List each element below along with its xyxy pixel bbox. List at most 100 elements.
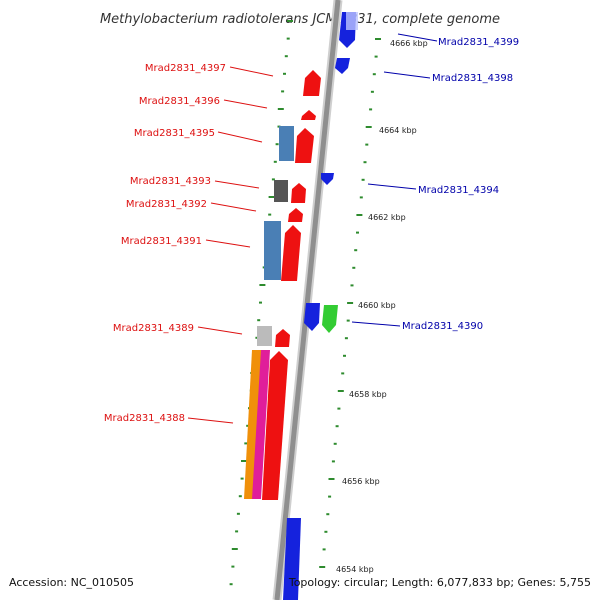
feature-mrad2831-4388-magenta[interactable] [252, 350, 270, 499]
feature-mrad2831-4394[interactable] [321, 173, 334, 185]
gene-label-4399[interactable]: Mrad2831_4399 [438, 37, 519, 48]
scale-label-4662: 4662 kbp [368, 213, 406, 222]
scale-tick [347, 302, 354, 304]
feature-mrad2831-4389[interactable] [275, 329, 290, 347]
feature-mrad2831-4392[interactable] [288, 208, 303, 222]
gene-label-4391[interactable]: Mrad2831_4391 [121, 236, 202, 247]
scale-tick [363, 161, 367, 164]
scale-tick [326, 513, 330, 516]
scale-tick [333, 442, 337, 445]
scale-tick [236, 512, 240, 515]
scale-tick [244, 442, 248, 445]
scale-tick [350, 284, 354, 287]
scale-label-4654: 4654 kbp [336, 565, 374, 574]
scale-tick [238, 495, 242, 498]
scale-tick [259, 301, 262, 304]
gene-label-4395[interactable]: Mrad2831_4395 [134, 128, 215, 139]
right-features [304, 12, 358, 333]
scale-tick [319, 566, 326, 568]
left-features [244, 70, 321, 600]
scale-tick [335, 425, 339, 428]
scale-tick [331, 460, 335, 463]
scale-tick [257, 319, 261, 322]
feature-mrad2831-4399-light[interactable] [346, 12, 358, 30]
feature-mrad2831-4390[interactable] [322, 305, 338, 333]
gene-label-4389[interactable]: Mrad2831_4389 [113, 323, 194, 334]
scale-tick [361, 178, 365, 181]
scale-tick [352, 266, 356, 269]
feature-bottom-blue[interactable] [283, 518, 301, 600]
genome-summary-text: Topology: circular; Length: 6,077,833 bp… [288, 576, 591, 589]
scale-tick [268, 213, 272, 216]
scale-tick [281, 90, 285, 93]
scale-tick [356, 231, 359, 234]
scale-tick [344, 337, 348, 340]
scale-tick [231, 565, 235, 568]
feature-mrad2831-4395[interactable] [295, 128, 314, 163]
gene-label-4392[interactable]: Mrad2831_4392 [126, 199, 207, 210]
feature-mrad2831-4398[interactable] [335, 58, 350, 74]
gene-label-4393[interactable]: Mrad2831_4393 [130, 176, 211, 187]
feature-mrad2831-4391-a[interactable] [264, 221, 281, 280]
scale-tick [328, 478, 335, 480]
feature-mrad2831-4389-a[interactable] [257, 326, 272, 346]
accession-text: Accession: NC_010505 [9, 576, 134, 589]
scale-tick [273, 160, 277, 163]
scale-tick [346, 319, 350, 322]
scale-tick [286, 37, 290, 40]
scale-tick [322, 548, 326, 551]
scale-label-4664: 4664 kbp [379, 126, 417, 135]
scale-tick [231, 548, 238, 550]
feature-mrad2831-4390-blue[interactable] [304, 303, 320, 331]
gene-label-4396[interactable]: Mrad2831_4396 [139, 96, 220, 107]
scale-tick [324, 530, 328, 533]
feature-mrad2831-4393[interactable] [291, 183, 306, 203]
feature-mrad2831-4388-orange[interactable] [244, 350, 262, 499]
scale-tick [241, 460, 247, 462]
feature-mrad2831-4393-a[interactable] [274, 180, 288, 202]
gene-label-4390[interactable]: Mrad2831_4390 [402, 321, 483, 332]
scale-tick [287, 20, 293, 22]
scale-labels: 4666 kbp 4664 kbp 4662 kbp 4660 kbp 4658… [336, 39, 428, 574]
outer-scale-track [319, 38, 381, 568]
scale-tick [277, 108, 284, 110]
scale-tick [235, 530, 239, 533]
scale-tick [365, 126, 372, 128]
scale-tick [369, 108, 373, 111]
scale-tick [255, 336, 259, 339]
feature-mrad2831-4388[interactable] [262, 351, 288, 500]
scale-tick [271, 178, 275, 181]
scale-tick [354, 249, 358, 252]
gene-label-4388[interactable]: Mrad2831_4388 [104, 413, 185, 424]
left-gene-labels: Mrad2831_4397 Mrad2831_4396 Mrad2831_439… [104, 63, 226, 424]
scale-tick [283, 72, 286, 75]
scale-label-4658: 4658 kbp [349, 390, 387, 399]
scale-tick [240, 477, 244, 480]
scale-tick [370, 90, 374, 93]
scale-tick [328, 495, 332, 498]
scale-label-4656: 4656 kbp [342, 477, 380, 486]
feature-mrad2831-4391[interactable] [281, 225, 301, 281]
scale-tick [365, 143, 369, 146]
leader-lines [187, 33, 438, 424]
scale-tick [229, 583, 233, 586]
gene-label-4397[interactable]: Mrad2831_4397 [145, 63, 226, 74]
scale-tick [341, 372, 345, 375]
scale-tick [337, 390, 344, 392]
scale-tick [246, 424, 250, 427]
scale-label-4666: 4666 kbp [390, 39, 428, 48]
scale-tick [259, 284, 266, 286]
feature-mrad2831-4395-a[interactable] [279, 126, 294, 161]
scale-tick [343, 354, 346, 357]
scale-tick [356, 214, 363, 216]
scale-tick [275, 143, 279, 146]
scale-label-4660: 4660 kbp [358, 301, 396, 310]
gene-label-4394[interactable]: Mrad2831_4394 [418, 185, 499, 196]
gene-label-4398[interactable]: Mrad2831_4398 [432, 73, 513, 84]
scale-tick [375, 38, 381, 40]
scale-tick [372, 73, 376, 76]
scale-tick [337, 407, 341, 410]
feature-mrad2831-4396[interactable] [301, 110, 316, 120]
feature-mrad2831-4397[interactable] [303, 70, 321, 96]
